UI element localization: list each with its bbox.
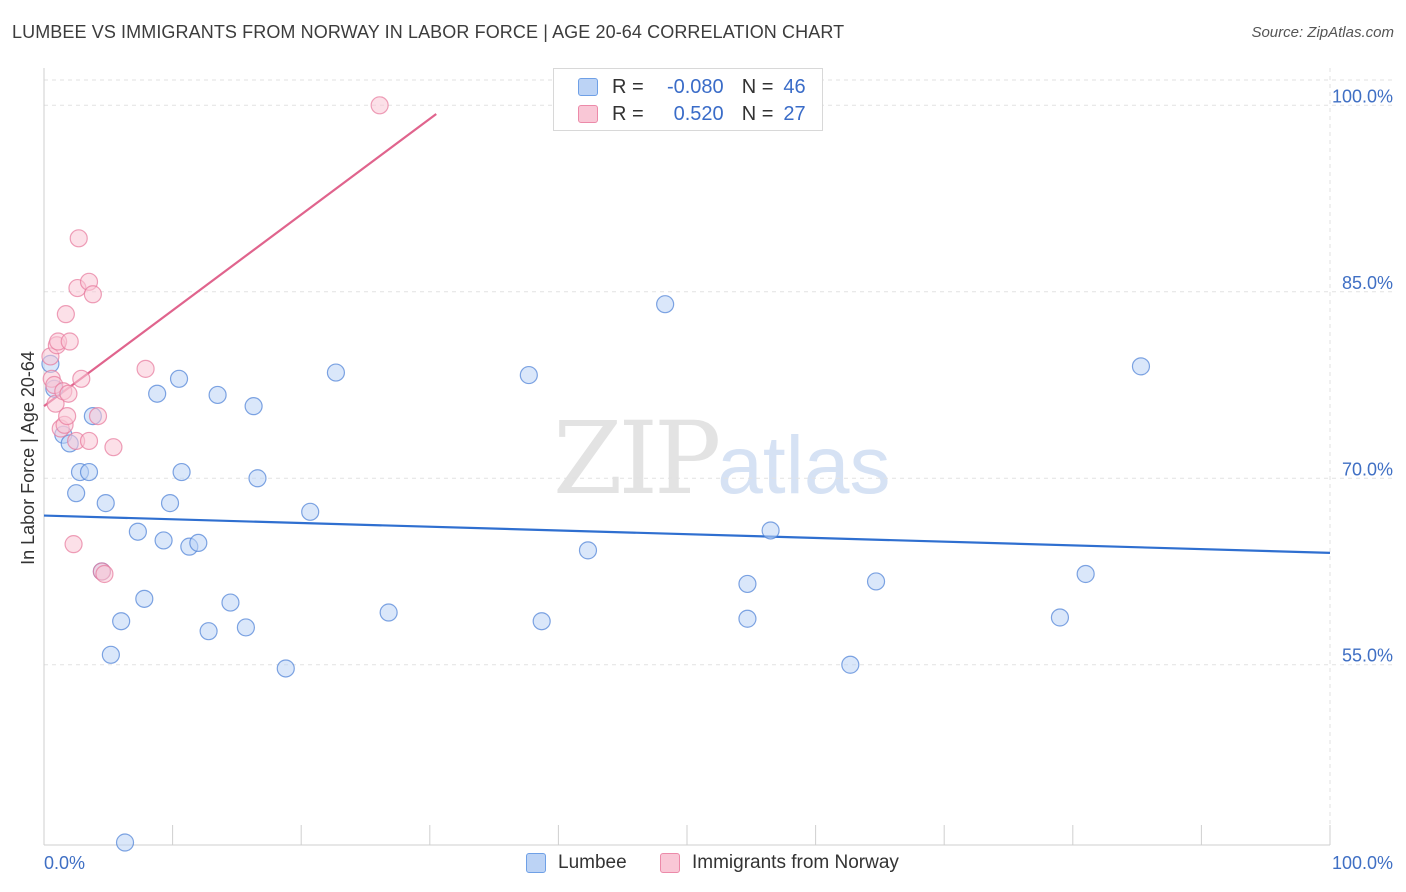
- point-lumbee: [738, 574, 757, 594]
- correlation-legend: R = -0.080 N = 46 R = 0.520 N = 27: [553, 68, 823, 131]
- point-lumbee: [841, 655, 860, 674]
- legend-n-label: N =: [741, 102, 774, 125]
- watermark-zip: ZIP: [553, 400, 721, 517]
- axes: [43, 68, 1331, 846]
- point-lumbee: [128, 522, 147, 541]
- series-label-norway: Immigrants from Norway: [692, 852, 899, 873]
- point-lumbee: [172, 462, 191, 482]
- point-norway: [56, 305, 75, 324]
- point-norway: [64, 535, 83, 554]
- legend-row-lumbee: R = -0.080 N = 46: [578, 75, 806, 99]
- point-lumbee: [160, 494, 180, 513]
- trend-line-lumbee: [43, 514, 1331, 554]
- point-lumbee: [1076, 564, 1095, 584]
- point-lumbee: [276, 659, 295, 678]
- point-lumbee: [1131, 357, 1151, 376]
- legend-n-value: 46: [783, 75, 806, 98]
- point-norway: [104, 438, 123, 457]
- legend-n-value: 27: [783, 102, 806, 125]
- legend-r-label: R =: [612, 102, 644, 125]
- point-lumbee: [379, 603, 398, 622]
- point-lumbee: [79, 462, 99, 482]
- point-norway: [69, 229, 88, 248]
- point-lumbee: [326, 363, 346, 382]
- series-legend: Lumbee Immigrants from Norway: [0, 852, 1406, 878]
- point-lumbee: [169, 369, 189, 388]
- point-norway: [79, 431, 99, 451]
- point-norway: [58, 406, 77, 426]
- x-tick-label: 100.0%: [1332, 853, 1393, 873]
- point-lumbee: [199, 622, 218, 641]
- point-norway: [83, 285, 102, 304]
- point-lumbee: [96, 494, 115, 513]
- chart-title: LUMBEE VS IMMIGRANTS FROM NORWAY IN LABO…: [12, 22, 845, 42]
- point-norway: [72, 369, 91, 388]
- legend-swatch-norway: [578, 105, 598, 123]
- point-lumbee: [189, 533, 208, 553]
- series-swatch-norway: [660, 853, 680, 873]
- y-tick-label: 55.0%: [1342, 646, 1393, 666]
- data-points: [41, 96, 1151, 852]
- y-tick-label: 70.0%: [1342, 459, 1393, 479]
- series-legend-norway[interactable]: Immigrants from Norway: [660, 852, 899, 874]
- point-lumbee: [1050, 608, 1070, 627]
- point-lumbee: [656, 295, 675, 314]
- point-lumbee: [67, 484, 86, 503]
- series-legend-lumbee[interactable]: Lumbee: [526, 852, 627, 874]
- legend-r-value: 0.520: [673, 102, 724, 125]
- trend-line-norway: [43, 113, 437, 408]
- point-lumbee: [301, 502, 320, 521]
- point-lumbee: [738, 609, 757, 628]
- point-lumbee: [208, 385, 227, 405]
- series-label-lumbee: Lumbee: [558, 852, 627, 873]
- point-norway: [59, 384, 78, 403]
- zipatlas-watermark: ZIPatlas: [553, 400, 891, 517]
- point-lumbee: [866, 572, 886, 591]
- y-tick-label: 85.0%: [1342, 273, 1393, 293]
- point-lumbee: [101, 645, 120, 664]
- gridlines: [44, 68, 1392, 845]
- y-tick-label: 100.0%: [1332, 86, 1393, 106]
- legend-r-value: -0.080: [666, 75, 724, 98]
- point-lumbee: [112, 612, 131, 631]
- point-norway: [88, 406, 108, 426]
- point-lumbee: [236, 618, 256, 637]
- x-tick-label: 0.0%: [44, 853, 85, 873]
- point-norway: [136, 359, 155, 378]
- legend-row-norway: R = 0.520 N = 27: [578, 102, 806, 126]
- tick-labels: 55.0% 70.0% 85.0% 100.0% 0.0% 100.0%: [44, 86, 1393, 873]
- legend-r-label: R =: [612, 75, 644, 98]
- point-norway: [60, 332, 79, 351]
- point-lumbee: [248, 469, 267, 488]
- point-lumbee: [154, 531, 173, 550]
- point-lumbee: [115, 833, 135, 852]
- point-lumbee: [761, 521, 780, 540]
- point-lumbee: [244, 397, 263, 416]
- watermark-atlas: atlas: [717, 420, 891, 511]
- point-lumbee: [221, 593, 240, 612]
- point-lumbee: [148, 384, 167, 403]
- y-axis-title: In Labor Force | Age 20-64: [18, 351, 38, 565]
- point-lumbee: [519, 365, 538, 385]
- point-norway: [370, 96, 389, 115]
- source-label: Source: ZipAtlas.com: [1251, 24, 1394, 41]
- point-norway: [95, 564, 114, 584]
- point-lumbee: [532, 612, 551, 631]
- trend-lines: [43, 113, 1331, 554]
- point-lumbee: [135, 589, 154, 608]
- series-swatch-lumbee: [526, 853, 546, 873]
- legend-swatch-lumbee: [578, 78, 598, 96]
- point-lumbee: [578, 541, 598, 560]
- legend-n-label: N =: [741, 75, 774, 98]
